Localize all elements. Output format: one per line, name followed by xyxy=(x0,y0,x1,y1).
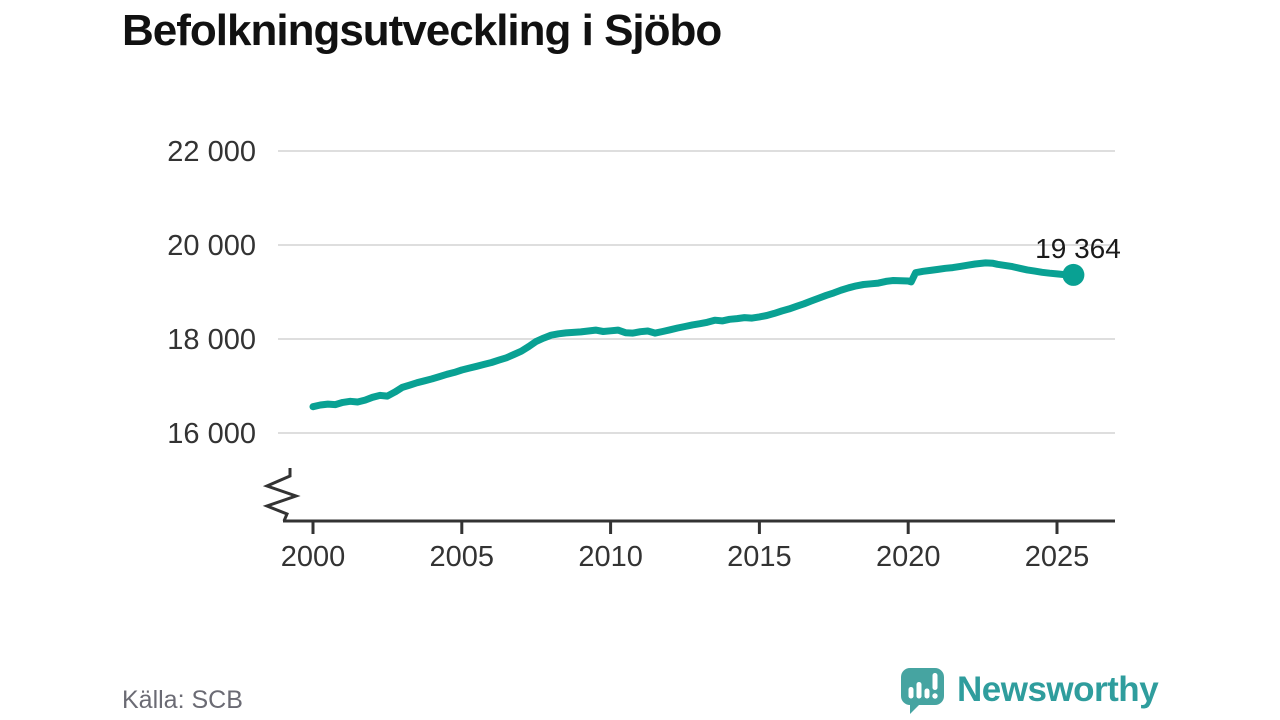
y-axis-label: 22 000 xyxy=(167,136,256,168)
x-axis-label: 2010 xyxy=(578,541,643,573)
end-point-dot xyxy=(1062,263,1085,286)
page-title: Befolkningsutveckling i Sjöbo xyxy=(122,6,722,55)
logo-badge-icon xyxy=(901,668,944,714)
x-axis-label: 2015 xyxy=(727,541,792,573)
x-axis-label: 2020 xyxy=(876,541,941,573)
brand-name: Newsworthy xyxy=(957,670,1159,709)
end-value-label: 19 364 xyxy=(1035,233,1121,264)
source-label: Källa: SCB xyxy=(122,686,243,714)
x-axis-label: 2025 xyxy=(1025,541,1090,573)
y-axis-label: 16 000 xyxy=(167,418,256,450)
newsworthy-logo: Newsworthy xyxy=(897,665,1159,715)
x-axis-label: 2005 xyxy=(430,541,495,573)
axis-break-icon xyxy=(262,468,301,522)
population-line xyxy=(309,259,1077,411)
y-axis-label: 20 000 xyxy=(167,230,256,262)
population-chart: 16 000 18 000 20 000 22 000 2000 2005 2010 2015… xyxy=(167,136,1121,573)
x-axis-label: 2000 xyxy=(281,541,346,573)
y-axis-label: 18 000 xyxy=(167,324,256,356)
